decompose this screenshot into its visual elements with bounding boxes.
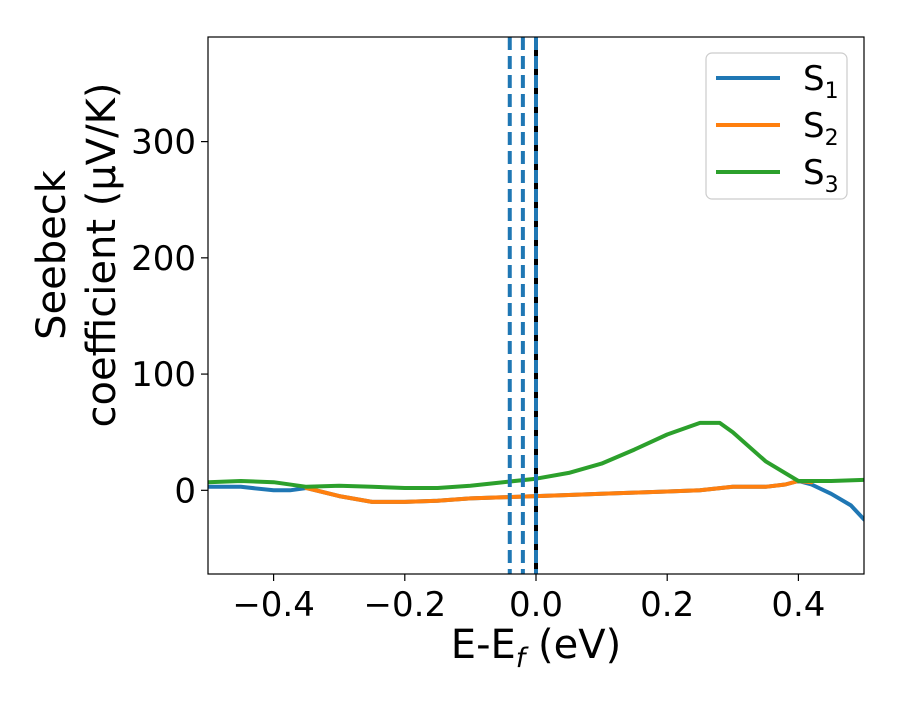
series-line-3	[208, 420, 864, 490]
series-line-2	[304, 479, 814, 504]
y-axis-label: Seebeck coefficient (μV/K)	[29, 83, 125, 428]
y-axis-label-line1: Seebeck	[29, 169, 75, 340]
legend-label: S3	[803, 153, 839, 198]
y-axis-ticks: 0 100 200 300	[131, 123, 208, 511]
y-tick-label: 0	[174, 471, 196, 511]
x-axis-label-suffix: (eV)	[525, 622, 621, 668]
x-axis-label-main: E-E	[451, 622, 516, 668]
x-axis-ticks: −0.4 −0.2 0.0 0.2 0.4	[232, 574, 825, 625]
y-tick-label: 300	[131, 123, 196, 163]
x-tick-label: −0.4	[232, 585, 315, 625]
y-axis-label-line2: coefficient (μV/K)	[79, 83, 125, 428]
legend-label: S2	[803, 106, 839, 151]
y-tick-label: 100	[131, 355, 196, 395]
legend-label: S1	[803, 59, 839, 104]
x-tick-label: 0.0	[509, 585, 563, 625]
reference-lines	[507, 37, 538, 574]
x-tick-label: −0.2	[364, 585, 447, 625]
x-tick-label: 0.2	[640, 585, 694, 625]
x-tick-label: 0.4	[771, 585, 825, 625]
x-axis-label: E-Ef (eV)	[451, 622, 621, 674]
y-tick-label: 200	[131, 239, 196, 279]
series-group	[208, 420, 864, 522]
